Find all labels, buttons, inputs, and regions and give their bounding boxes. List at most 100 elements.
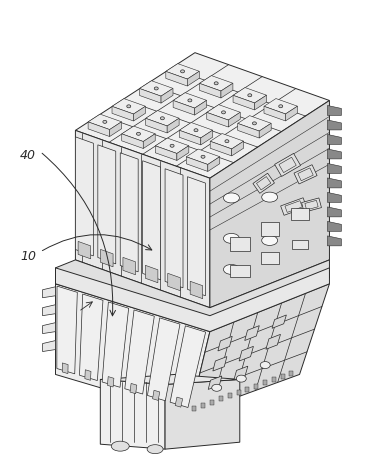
Polygon shape [193,406,197,411]
Polygon shape [210,134,244,149]
Polygon shape [328,134,341,145]
Ellipse shape [253,122,257,125]
Polygon shape [130,383,137,394]
Polygon shape [155,146,177,161]
Polygon shape [161,89,173,103]
Polygon shape [190,281,203,299]
Polygon shape [186,157,208,172]
Polygon shape [166,64,199,79]
Polygon shape [328,221,341,231]
Polygon shape [100,375,240,384]
Ellipse shape [224,234,239,243]
Polygon shape [179,123,213,138]
Polygon shape [88,122,110,136]
Polygon shape [230,237,250,251]
Polygon shape [42,287,56,298]
Polygon shape [328,106,341,115]
Polygon shape [294,165,317,184]
Polygon shape [123,257,135,275]
Polygon shape [232,141,244,156]
Polygon shape [101,249,113,267]
Polygon shape [56,260,329,325]
Ellipse shape [224,264,239,274]
Ellipse shape [194,129,198,132]
Ellipse shape [214,82,218,85]
Ellipse shape [221,111,225,114]
Polygon shape [75,130,210,308]
Polygon shape [147,318,180,401]
Polygon shape [233,88,266,103]
Polygon shape [187,71,199,86]
Polygon shape [290,371,294,375]
Ellipse shape [154,87,158,90]
Polygon shape [125,310,154,394]
Polygon shape [102,302,128,387]
Polygon shape [328,178,341,188]
Polygon shape [143,134,155,149]
Polygon shape [108,376,114,387]
Polygon shape [166,72,187,86]
Polygon shape [143,161,161,280]
Ellipse shape [160,117,164,120]
Polygon shape [173,93,207,108]
Polygon shape [168,273,180,291]
Polygon shape [139,81,173,96]
Polygon shape [110,122,122,136]
Polygon shape [218,336,232,351]
Ellipse shape [212,384,222,391]
Polygon shape [56,284,210,414]
Polygon shape [145,265,158,283]
Polygon shape [207,105,240,120]
Polygon shape [230,265,250,277]
Polygon shape [155,138,189,153]
Polygon shape [208,376,222,389]
Polygon shape [238,123,259,138]
Ellipse shape [260,362,270,369]
Polygon shape [112,99,146,114]
Ellipse shape [111,441,129,451]
Polygon shape [302,198,321,212]
Polygon shape [253,173,274,193]
Polygon shape [210,141,232,156]
Polygon shape [255,95,266,110]
Ellipse shape [103,120,107,123]
Ellipse shape [225,140,229,143]
Polygon shape [328,120,341,130]
Polygon shape [120,153,138,272]
Polygon shape [167,118,179,133]
Polygon shape [100,380,165,449]
Polygon shape [139,89,161,103]
Polygon shape [173,101,195,115]
Polygon shape [245,325,259,341]
Polygon shape [263,381,267,385]
Polygon shape [208,157,220,172]
Ellipse shape [224,193,239,203]
Polygon shape [165,169,183,288]
Polygon shape [272,377,276,382]
Polygon shape [98,145,116,264]
Polygon shape [292,240,307,250]
Polygon shape [112,106,134,121]
Polygon shape [146,118,167,133]
Polygon shape [199,76,233,91]
Polygon shape [328,207,341,217]
Polygon shape [272,315,286,328]
Polygon shape [213,357,227,371]
Polygon shape [328,236,341,246]
Text: 10: 10 [20,250,36,263]
Polygon shape [328,192,341,202]
Polygon shape [281,374,285,379]
Polygon shape [177,146,189,161]
Polygon shape [264,99,298,114]
Polygon shape [199,84,221,98]
Polygon shape [328,149,341,159]
Polygon shape [264,106,285,121]
Polygon shape [201,130,213,145]
Polygon shape [239,347,253,361]
Ellipse shape [127,105,131,108]
Polygon shape [175,397,183,407]
Polygon shape [79,294,103,381]
Polygon shape [219,397,223,402]
Polygon shape [221,83,233,98]
Polygon shape [146,111,179,126]
